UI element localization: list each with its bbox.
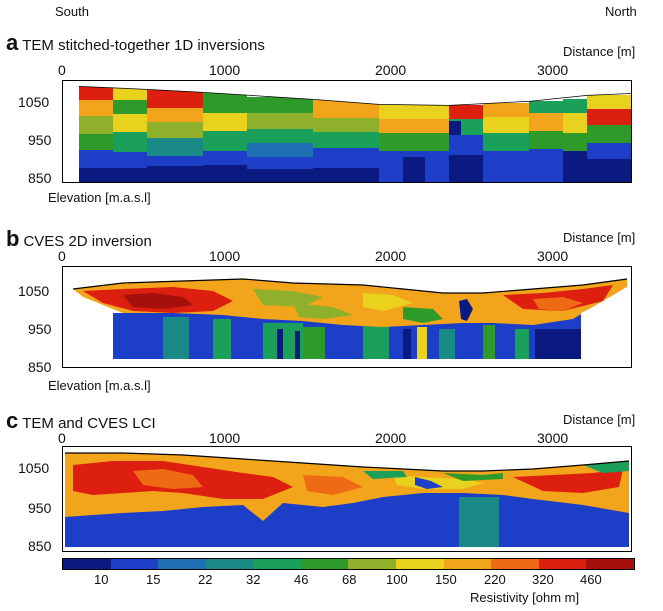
colorbar-tick-22: 22 [198,572,213,587]
colorbar-segment-3 [205,559,254,569]
colorbar-segment-8 [443,559,492,569]
colorbar-segment-5 [300,559,349,569]
panel-a-column-7 [379,105,449,182]
panel-c-topography-line [65,452,630,472]
panel-a-ytick-850: 850 [28,170,52,186]
panel-a-column-5 [247,97,313,182]
panel-a-column-6 [313,100,379,182]
panel-b-distance-label: Distance [m] [563,230,636,245]
colorbar-tick-220: 220 [484,572,506,587]
colorbar-tick-150: 150 [435,572,457,587]
panel-a-column-9 [483,103,529,182]
panel-b-xtick-0: 0 [58,248,66,264]
panel-b-ytick-850: 850 [28,359,52,375]
panel-b-title: b CVES 2D inversion [6,226,152,252]
panel-a-ytick-950: 950 [28,132,52,148]
panel-c-title: c TEM and CVES LCI [6,408,156,434]
panel-a-xtick-2000: 2000 [375,62,407,78]
colorbar-segment-9 [491,559,539,569]
panel-c-distance-label: Distance [m] [563,412,636,427]
panel-b-xtick-2000: 2000 [375,248,407,264]
panel-b-plot [62,266,632,368]
colorbar-tick-100: 100 [386,572,408,587]
colorbar-segment-6 [348,559,397,569]
panel-a-column-4 [203,93,247,182]
panel-c-ytick-950: 950 [28,500,52,516]
panel-b-ytick-1050: 1050 [18,283,50,299]
panel-b-letter: b [6,226,20,251]
panel-a-column-8 [449,105,483,182]
colorbar-segment-10 [538,559,587,569]
panel-b-xtick-3000: 3000 [537,248,569,264]
panel-c-resistivity-section [63,447,631,551]
panel-b-topography-line [72,278,628,294]
colorbar-tick-10: 10 [94,572,109,587]
colorbar-tick-32: 32 [246,572,261,587]
colorbar-segment-1 [110,559,159,569]
colorbar-segment-4 [253,559,301,569]
colorbar-tick-320: 320 [532,572,554,587]
panel-a-elevation-label: Elevation [m.a.s.l] [48,190,151,205]
panel-c-letter: c [6,408,19,433]
panel-b-xtick-1000: 1000 [209,248,241,264]
orientation-north-label: North [605,4,637,19]
colorbar-segment-11 [586,559,634,569]
panel-a-letter: a [6,30,19,55]
resistivity-colorbar [62,558,635,570]
colorbar-tick-460: 460 [580,572,602,587]
panel-c-xtick-3000: 3000 [537,430,569,446]
panel-b-elevation-label: Elevation [m.a.s.l] [48,378,151,393]
panel-c-ytick-850: 850 [28,538,52,554]
panel-a-column-1 [79,86,113,182]
colorbar-label: Resistivity [ohm m] [470,590,580,605]
colorbar-segment-0 [63,559,111,569]
panel-a-title: a TEM stitched-together 1D inversions [6,30,265,56]
panel-b-ytick-950: 950 [28,321,52,337]
panel-a-title-text: TEM stitched-together 1D inversions [22,37,265,54]
colorbar-tick-46: 46 [294,572,309,587]
panel-a-xtick-1000: 1000 [209,62,241,78]
panel-a-xtick-3000: 3000 [537,62,569,78]
panel-a-column-10 [529,101,563,182]
colorbar-segment-7 [396,559,444,569]
panel-c-xtick-2000: 2000 [375,430,407,446]
colorbar-segment-2 [158,559,206,569]
panel-a-column-12 [587,95,631,182]
orientation-south-label: South [55,4,89,19]
colorbar-tick-15: 15 [146,572,161,587]
colorbar-segments [63,559,634,569]
panel-b-title-text: CVES 2D inversion [23,233,152,250]
panel-c-plot [62,446,632,552]
panel-a-column-11 [563,99,587,182]
panel-a-ytick-1050: 1050 [18,94,50,110]
panel-a-column-3 [147,90,203,182]
panel-b-resistivity-section [63,267,631,367]
panel-a-resistivity-section [63,81,631,182]
panel-a-distance-label: Distance [m] [563,44,636,59]
panel-a-plot [62,80,632,183]
panel-c-title-text: TEM and CVES LCI [22,415,156,432]
panel-a-mask [63,81,631,182]
panel-c-ytick-1050: 1050 [18,460,50,476]
colorbar-tick-68: 68 [342,572,357,587]
panel-a-column-2 [113,88,147,182]
panel-c-xtick-1000: 1000 [209,430,241,446]
panel-c-xtick-0: 0 [58,430,66,446]
panel-a-xtick-0: 0 [58,62,66,78]
